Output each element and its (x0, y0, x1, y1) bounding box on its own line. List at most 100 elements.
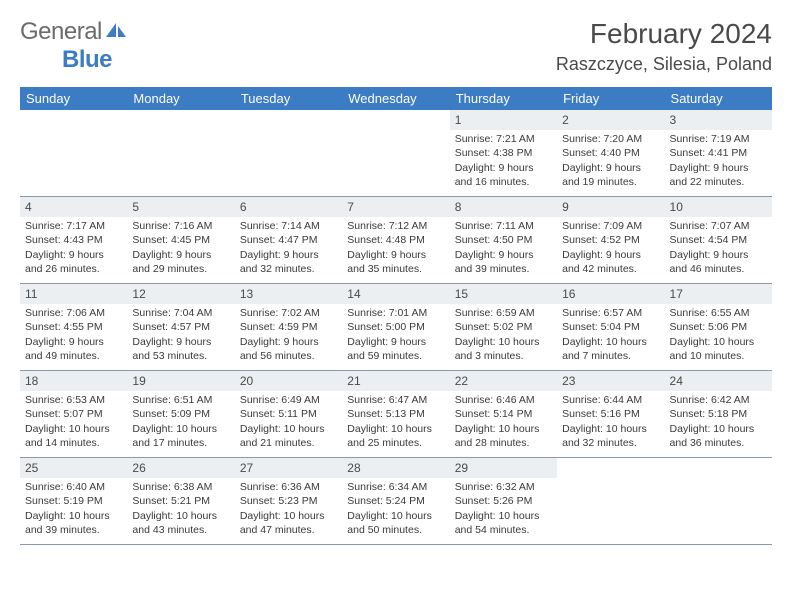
sunset-text: Sunset: 5:14 PM (455, 407, 552, 421)
day-number: 20 (235, 371, 342, 391)
day-content: Sunrise: 7:20 AMSunset: 4:40 PMDaylight:… (557, 130, 664, 193)
sunrise-text: Sunrise: 7:14 AM (240, 219, 337, 233)
day-number: 9 (557, 197, 664, 217)
sunrise-text: Sunrise: 7:20 AM (562, 132, 659, 146)
day-cell (342, 110, 449, 196)
week-row: 18Sunrise: 6:53 AMSunset: 5:07 PMDayligh… (20, 371, 772, 458)
sunset-text: Sunset: 4:47 PM (240, 233, 337, 247)
daylight-text: Daylight: 10 hours and 36 minutes. (670, 422, 767, 450)
day-number: 28 (342, 458, 449, 478)
sunset-text: Sunset: 4:40 PM (562, 146, 659, 160)
day-cell: 20Sunrise: 6:49 AMSunset: 5:11 PMDayligh… (235, 371, 342, 457)
day-content: Sunrise: 7:21 AMSunset: 4:38 PMDaylight:… (450, 130, 557, 193)
day-number: 25 (20, 458, 127, 478)
sunrise-text: Sunrise: 6:49 AM (240, 393, 337, 407)
daylight-text: Daylight: 10 hours and 54 minutes. (455, 509, 552, 537)
sunset-text: Sunset: 5:00 PM (347, 320, 444, 334)
day-cell: 14Sunrise: 7:01 AMSunset: 5:00 PMDayligh… (342, 284, 449, 370)
sunset-text: Sunset: 4:43 PM (25, 233, 122, 247)
week-row: 4Sunrise: 7:17 AMSunset: 4:43 PMDaylight… (20, 197, 772, 284)
day-content: Sunrise: 6:47 AMSunset: 5:13 PMDaylight:… (342, 391, 449, 454)
sunset-text: Sunset: 5:02 PM (455, 320, 552, 334)
day-number: 26 (127, 458, 234, 478)
day-number: 3 (665, 110, 772, 130)
daylight-text: Daylight: 9 hours and 32 minutes. (240, 248, 337, 276)
sunset-text: Sunset: 5:07 PM (25, 407, 122, 421)
daylight-text: Daylight: 9 hours and 46 minutes. (670, 248, 767, 276)
day-content: Sunrise: 6:38 AMSunset: 5:21 PMDaylight:… (127, 478, 234, 541)
day-content: Sunrise: 7:01 AMSunset: 5:00 PMDaylight:… (342, 304, 449, 367)
sunset-text: Sunset: 4:59 PM (240, 320, 337, 334)
daylight-text: Daylight: 9 hours and 35 minutes. (347, 248, 444, 276)
daylight-text: Daylight: 10 hours and 28 minutes. (455, 422, 552, 450)
day-content: Sunrise: 6:44 AMSunset: 5:16 PMDaylight:… (557, 391, 664, 454)
day-number: 11 (20, 284, 127, 304)
week-row: 11Sunrise: 7:06 AMSunset: 4:55 PMDayligh… (20, 284, 772, 371)
day-number: 1 (450, 110, 557, 130)
sunset-text: Sunset: 4:50 PM (455, 233, 552, 247)
day-number: 19 (127, 371, 234, 391)
day-cell: 15Sunrise: 6:59 AMSunset: 5:02 PMDayligh… (450, 284, 557, 370)
sunrise-text: Sunrise: 7:11 AM (455, 219, 552, 233)
day-cell: 13Sunrise: 7:02 AMSunset: 4:59 PMDayligh… (235, 284, 342, 370)
day-content: Sunrise: 6:32 AMSunset: 5:26 PMDaylight:… (450, 478, 557, 541)
day-number: 10 (665, 197, 772, 217)
daylight-text: Daylight: 10 hours and 47 minutes. (240, 509, 337, 537)
sunrise-text: Sunrise: 7:21 AM (455, 132, 552, 146)
daylight-text: Daylight: 10 hours and 50 minutes. (347, 509, 444, 537)
sunset-text: Sunset: 5:06 PM (670, 320, 767, 334)
sunrise-text: Sunrise: 6:40 AM (25, 480, 122, 494)
day-number: 6 (235, 197, 342, 217)
day-cell: 17Sunrise: 6:55 AMSunset: 5:06 PMDayligh… (665, 284, 772, 370)
sunrise-text: Sunrise: 6:59 AM (455, 306, 552, 320)
daylight-text: Daylight: 9 hours and 22 minutes. (670, 161, 767, 189)
day-number: 29 (450, 458, 557, 478)
daylight-text: Daylight: 10 hours and 32 minutes. (562, 422, 659, 450)
day-cell: 11Sunrise: 7:06 AMSunset: 4:55 PMDayligh… (20, 284, 127, 370)
daylight-text: Daylight: 9 hours and 39 minutes. (455, 248, 552, 276)
title-block: February 2024 Raszczyce, Silesia, Poland (556, 18, 772, 77)
day-number: 15 (450, 284, 557, 304)
week-row: 1Sunrise: 7:21 AMSunset: 4:38 PMDaylight… (20, 110, 772, 197)
day-cell (557, 458, 664, 544)
day-number: 27 (235, 458, 342, 478)
logo: General Blue (20, 18, 128, 74)
day-cell (235, 110, 342, 196)
day-number: 24 (665, 371, 772, 391)
logo-sail-icon (104, 21, 128, 39)
page-header: General Blue February 2024 Raszczyce, Si… (20, 18, 772, 77)
sunset-text: Sunset: 4:45 PM (132, 233, 229, 247)
day-cell: 9Sunrise: 7:09 AMSunset: 4:52 PMDaylight… (557, 197, 664, 283)
day-cell (20, 110, 127, 196)
day-number: 2 (557, 110, 664, 130)
day-content: Sunrise: 7:14 AMSunset: 4:47 PMDaylight:… (235, 217, 342, 280)
sunset-text: Sunset: 5:24 PM (347, 494, 444, 508)
sunset-text: Sunset: 5:26 PM (455, 494, 552, 508)
day-cell: 5Sunrise: 7:16 AMSunset: 4:45 PMDaylight… (127, 197, 234, 283)
day-content: Sunrise: 7:16 AMSunset: 4:45 PMDaylight:… (127, 217, 234, 280)
day-cell: 28Sunrise: 6:34 AMSunset: 5:24 PMDayligh… (342, 458, 449, 544)
day-content: Sunrise: 6:36 AMSunset: 5:23 PMDaylight:… (235, 478, 342, 541)
daylight-text: Daylight: 10 hours and 7 minutes. (562, 335, 659, 363)
weekday-header: Monday (127, 87, 234, 110)
month-title: February 2024 (556, 18, 772, 50)
sunrise-text: Sunrise: 6:53 AM (25, 393, 122, 407)
sunrise-text: Sunrise: 6:32 AM (455, 480, 552, 494)
day-content: Sunrise: 6:34 AMSunset: 5:24 PMDaylight:… (342, 478, 449, 541)
logo-text-gray: General (20, 18, 102, 45)
day-number: 22 (450, 371, 557, 391)
logo-text-blue: Blue (62, 46, 112, 73)
sunset-text: Sunset: 5:23 PM (240, 494, 337, 508)
sunset-text: Sunset: 4:54 PM (670, 233, 767, 247)
sunset-text: Sunset: 5:09 PM (132, 407, 229, 421)
day-content: Sunrise: 7:04 AMSunset: 4:57 PMDaylight:… (127, 304, 234, 367)
weekday-header: Thursday (450, 87, 557, 110)
day-number: 13 (235, 284, 342, 304)
day-content: Sunrise: 7:12 AMSunset: 4:48 PMDaylight:… (342, 217, 449, 280)
sunset-text: Sunset: 4:41 PM (670, 146, 767, 160)
daylight-text: Daylight: 9 hours and 29 minutes. (132, 248, 229, 276)
daylight-text: Daylight: 10 hours and 14 minutes. (25, 422, 122, 450)
sunset-text: Sunset: 5:11 PM (240, 407, 337, 421)
sunrise-text: Sunrise: 7:19 AM (670, 132, 767, 146)
day-content: Sunrise: 7:17 AMSunset: 4:43 PMDaylight:… (20, 217, 127, 280)
